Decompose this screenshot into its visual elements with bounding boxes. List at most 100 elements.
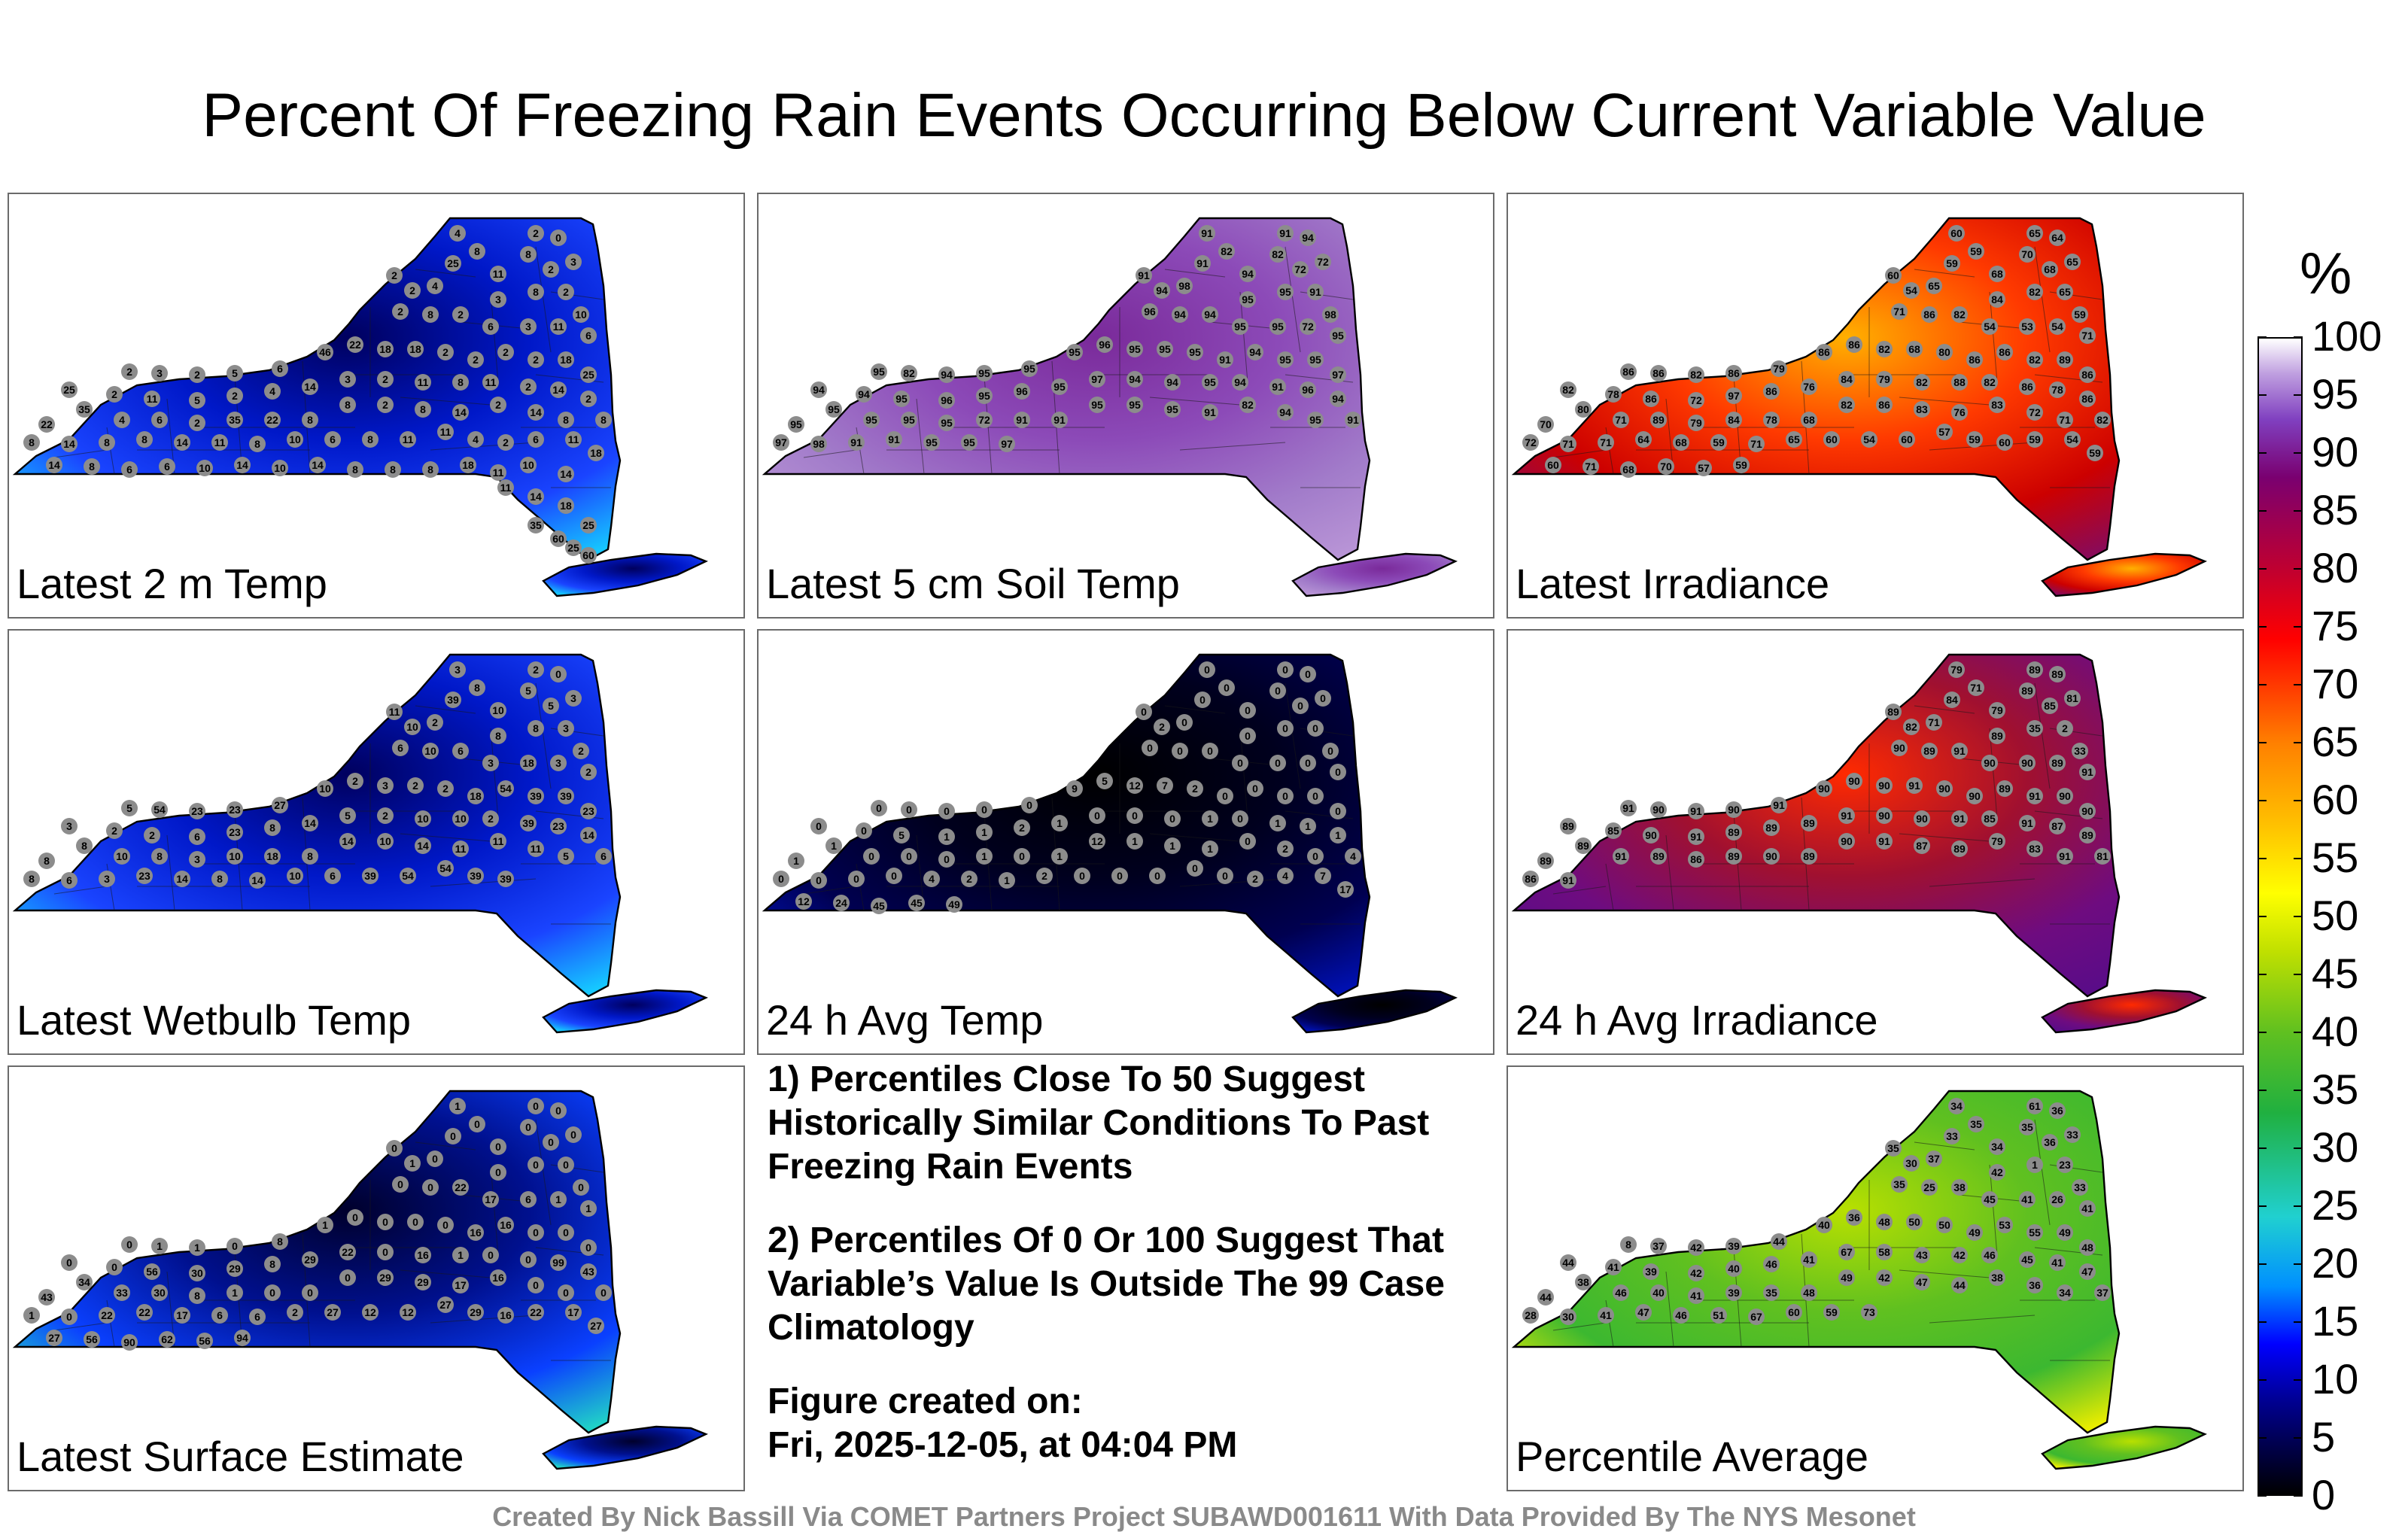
station-marker xyxy=(1218,679,1235,696)
station-value: 29 xyxy=(417,1276,429,1288)
station-value: 30 xyxy=(1562,1311,1574,1323)
station-value: 8 xyxy=(307,414,313,426)
station-marker xyxy=(467,351,484,368)
station-marker xyxy=(469,1116,485,1132)
colorbar-tick: 40 xyxy=(2258,1009,2358,1054)
station-marker xyxy=(2042,698,2058,714)
station-value: 2 xyxy=(149,829,155,841)
station-value: 11 xyxy=(485,376,497,388)
station-value: 5 xyxy=(525,685,531,697)
county-border xyxy=(490,728,499,819)
station-marker xyxy=(1292,261,1309,278)
station-value: 90 xyxy=(1984,757,1996,769)
station-marker xyxy=(490,291,506,308)
station-value: 97 xyxy=(1332,369,1344,381)
station-value: 49 xyxy=(1969,1226,1981,1239)
station-marker xyxy=(901,801,917,818)
station-value: 2 xyxy=(232,390,238,402)
station-marker xyxy=(302,815,318,831)
station-value: 94 xyxy=(1302,232,1314,244)
station-marker xyxy=(1126,397,1143,413)
station-value: 2 xyxy=(533,354,539,366)
station-marker xyxy=(1277,720,1294,737)
station-marker xyxy=(788,853,804,869)
station-value: 41 xyxy=(2051,1257,2063,1269)
station-value: 65 xyxy=(1788,433,1800,445)
station-marker xyxy=(1089,397,1105,413)
station-value: 55 xyxy=(2029,1226,2041,1239)
station-marker xyxy=(1861,431,1877,448)
station-marker xyxy=(490,728,506,744)
station-marker xyxy=(1345,412,1361,428)
station-marker xyxy=(482,1191,499,1208)
station-value: 8 xyxy=(474,682,480,694)
station-marker xyxy=(2057,1284,2073,1301)
station-value: 2 xyxy=(111,388,117,400)
station-value: 3 xyxy=(382,780,388,792)
station-value: 12 xyxy=(1129,780,1141,792)
station-value: 27 xyxy=(439,1299,451,1311)
station-marker xyxy=(1763,383,1780,400)
station-marker xyxy=(1891,740,1908,756)
station-value: 95 xyxy=(1054,381,1066,393)
station-value: 95 xyxy=(1332,330,1344,342)
station-marker xyxy=(1300,666,1316,682)
station-marker xyxy=(1951,743,1968,759)
station-marker xyxy=(2026,1098,2043,1114)
station-marker xyxy=(377,341,394,357)
station-value: 91 xyxy=(1908,780,1920,792)
station-value: 0 xyxy=(1282,790,1288,802)
station-value: 91 xyxy=(1690,831,1702,843)
colorbar-tick: 100 xyxy=(2258,314,2382,359)
county-border xyxy=(490,291,499,383)
station-value: 0 xyxy=(1204,664,1210,676)
station-marker xyxy=(2057,351,2073,368)
colorbar-tick: 45 xyxy=(2258,951,2358,996)
station-marker xyxy=(550,530,567,547)
station-marker xyxy=(1292,698,1309,714)
station-marker xyxy=(1876,807,1893,824)
station-value: 29 xyxy=(470,1306,482,1318)
station-value: 27 xyxy=(590,1320,602,1332)
station-value: 8 xyxy=(269,1258,275,1270)
station-marker xyxy=(863,412,880,428)
station-marker xyxy=(339,397,356,413)
station-value: 7 xyxy=(1162,780,1168,792)
station-marker xyxy=(407,777,424,794)
colorbar-tick: 75 xyxy=(2258,603,2358,649)
station-value: 8 xyxy=(345,399,351,411)
station-marker xyxy=(1981,374,1998,391)
station-value: 95 xyxy=(895,393,908,405)
station-marker xyxy=(1217,351,1233,368)
station-marker xyxy=(317,780,333,797)
station-value: 45 xyxy=(1984,1193,1996,1205)
station-marker xyxy=(1635,1304,1652,1321)
colorbar-tick-label: 25 xyxy=(2312,1181,2359,1229)
station-value: 6 xyxy=(525,1193,531,1205)
station-value: 79 xyxy=(1773,363,1785,375)
station-marker xyxy=(159,458,175,475)
station-value: 71 xyxy=(1750,438,1762,450)
station-value: 0 xyxy=(1335,766,1341,778)
station-value: 82 xyxy=(1690,369,1702,381)
station-value: 0 xyxy=(1222,790,1228,802)
station-value: 72 xyxy=(1294,263,1306,275)
station-marker xyxy=(520,1119,537,1135)
station-marker xyxy=(189,1265,205,1281)
station-value: 72 xyxy=(2029,406,2041,418)
map-panel-latest-surface-estimate: 1 0 0 0 0 0 1 0 0 0 0 0 0 0 0 0 0 0 22 17 6 1 1 0 1 1 0 8 1 0 0 0 0 16 16 0… xyxy=(8,1065,745,1491)
station-value: 44 xyxy=(1540,1291,1552,1303)
station-marker xyxy=(302,1251,318,1268)
station-value: 40 xyxy=(1652,1287,1665,1299)
station-marker xyxy=(106,1259,123,1275)
station-marker xyxy=(893,827,910,843)
station-value: 39 xyxy=(530,790,542,802)
station-marker xyxy=(392,740,409,756)
station-value: 72 xyxy=(1317,256,1329,268)
station-value: 64 xyxy=(2051,232,2063,244)
station-marker xyxy=(520,755,537,771)
station-value: 34 xyxy=(78,1276,90,1288)
station-marker xyxy=(1891,1176,1908,1193)
station-marker xyxy=(264,819,281,836)
station-value: 43 xyxy=(582,1266,594,1278)
